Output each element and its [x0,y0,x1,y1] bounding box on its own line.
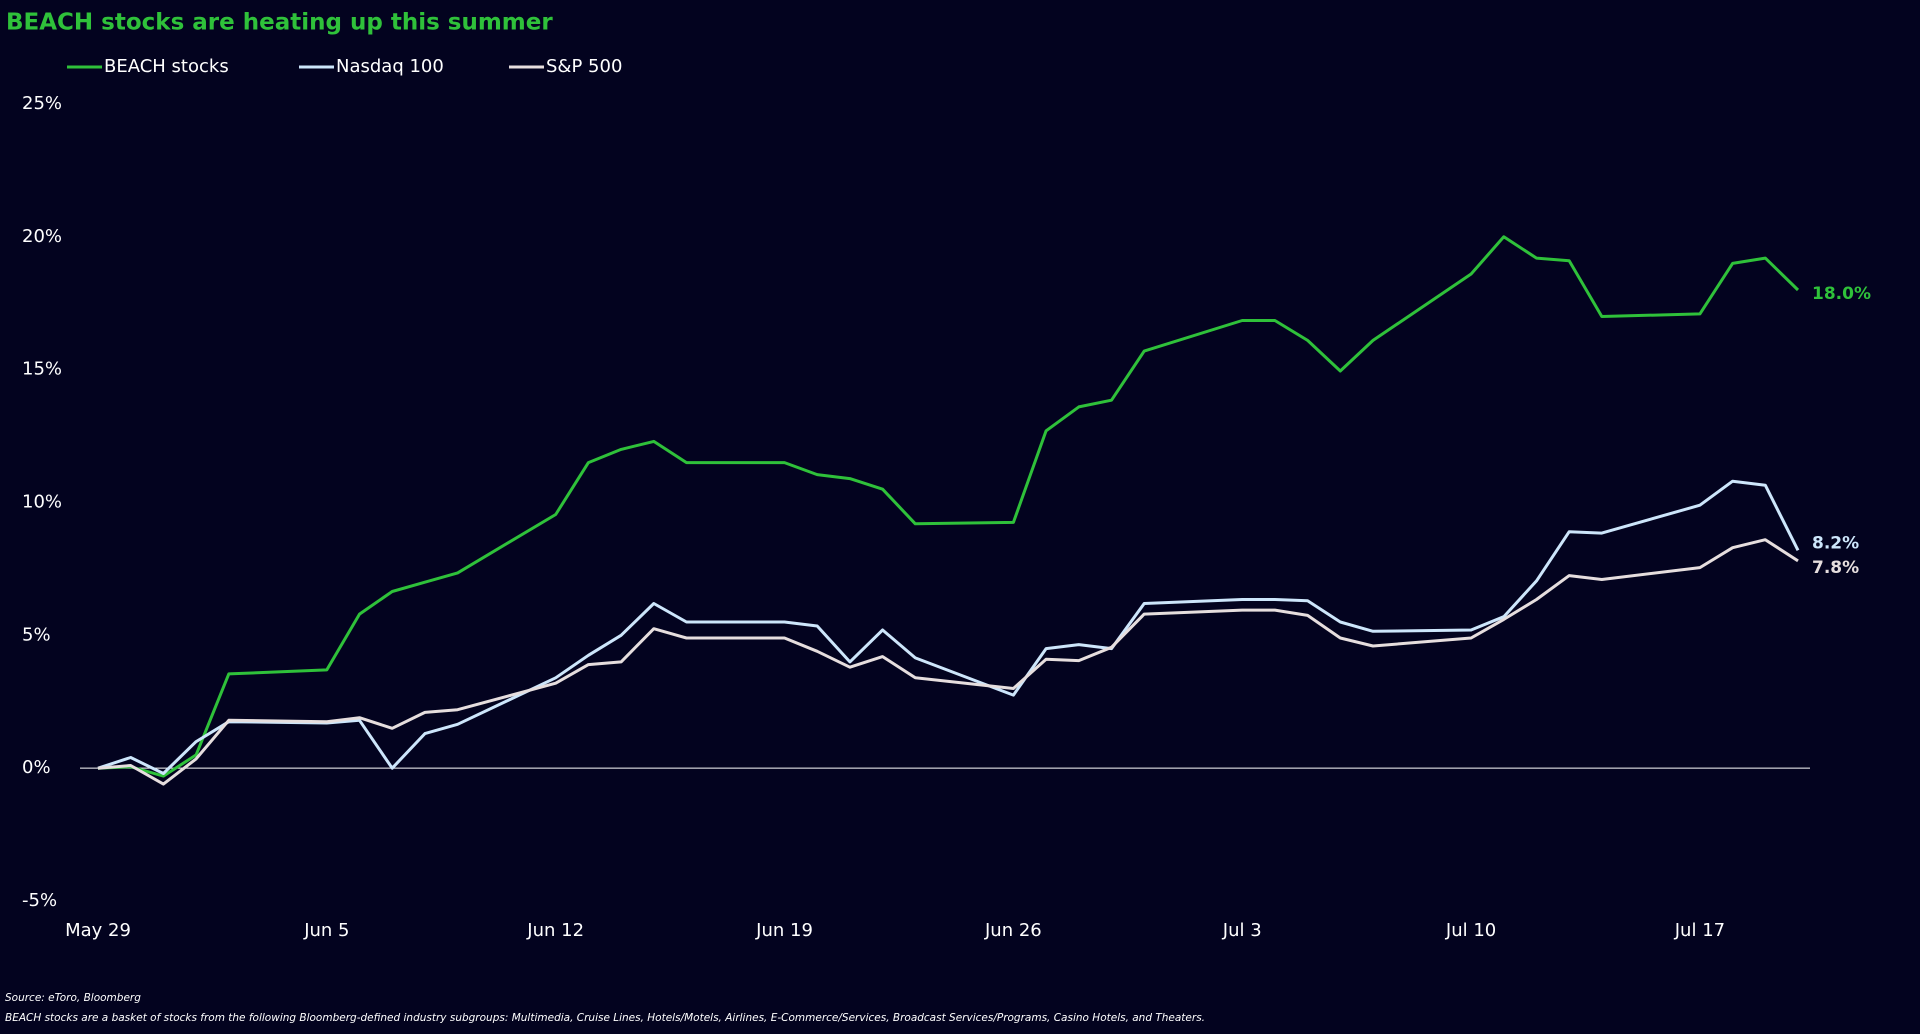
end-label: 7.8% [1812,558,1859,578]
y-tick-label: 15% [22,359,62,380]
series-line [97,538,1799,786]
x-tick-label: Jun 5 [303,920,349,941]
y-tick-label: 20% [22,226,62,247]
legend-label: BEACH stocks [104,56,229,77]
legend-label: Nasdaq 100 [336,56,444,77]
footnote: BEACH stocks are a basket of stocks from… [5,1012,1205,1024]
x-tick-label: Jun 26 [984,920,1042,941]
y-tick-label: 5% [22,624,51,645]
x-tick-label: May 29 [65,920,131,941]
x-tick-label: Jul 3 [1222,920,1262,941]
legend-label: S&P 500 [546,56,622,77]
y-tick-label: 0% [22,757,51,778]
x-tick-label: Jul 17 [1674,920,1725,941]
x-tick-label: Jul 10 [1445,920,1496,941]
x-tick-label: Jun 12 [526,920,584,941]
source-note: Source: eToro, Bloomberg [5,992,141,1004]
end-label: 18.0% [1812,284,1871,304]
end-label: 8.2% [1812,533,1859,553]
y-tick-label: 25% [22,93,62,114]
x-tick-label: Jun 19 [755,920,813,941]
chart-title: BEACH stocks are heating up this summer [6,10,553,36]
y-tick-label: -5% [22,890,57,911]
series-line [97,235,1800,778]
y-tick-label: 10% [22,492,62,513]
series-line [97,479,1800,775]
